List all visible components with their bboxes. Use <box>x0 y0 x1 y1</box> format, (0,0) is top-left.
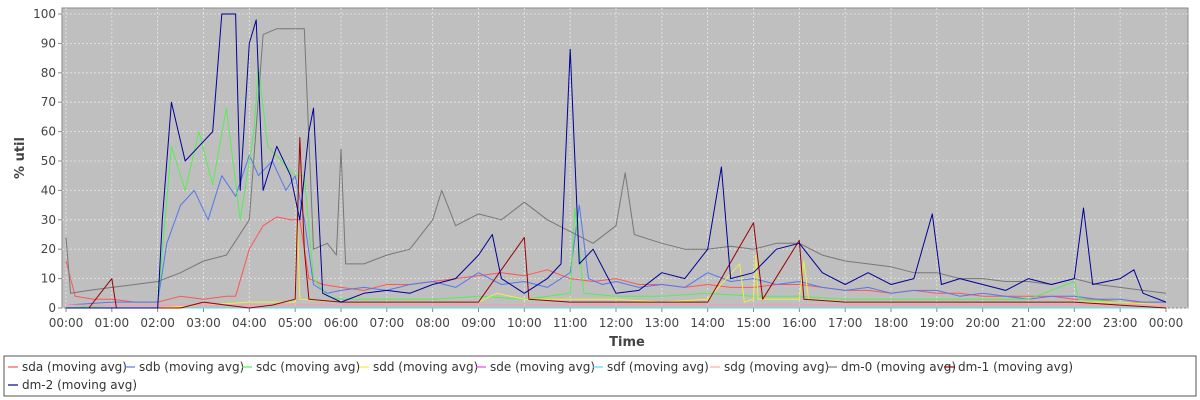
series-lines <box>65 13 1167 309</box>
legend-item-label: sdc (moving avg) <box>256 360 360 374</box>
x-tick-label: 18:00 <box>874 316 909 330</box>
legend-item-label: dm-0 (moving avg) <box>841 360 956 374</box>
x-tick-label: 00:00 <box>1149 316 1184 330</box>
grid-lines <box>62 8 1188 309</box>
x-tick-label: 03:00 <box>186 316 221 330</box>
x-tick-label: 19:00 <box>920 316 955 330</box>
x-tick-label: 16:00 <box>782 316 817 330</box>
y-tick-label: 90 <box>41 36 56 50</box>
legend-item-label: sdf (moving avg) <box>607 360 709 374</box>
x-tick-label: 02:00 <box>140 316 175 330</box>
x-tick-label: 12:00 <box>599 316 634 330</box>
x-tick-label: 07:00 <box>370 316 405 330</box>
x-tick-label: 00:00 <box>49 316 84 330</box>
x-tick-label: 23:00 <box>1103 316 1138 330</box>
series-line-sdc <box>65 66 1167 309</box>
y-tick-label: 40 <box>41 183 56 197</box>
x-tick-label: 05:00 <box>278 316 313 330</box>
x-tick-label: 10:00 <box>507 316 542 330</box>
legend-item-label: sda (moving avg) <box>22 360 127 374</box>
x-tick-label: 22:00 <box>1057 316 1092 330</box>
x-tick-label: 15:00 <box>736 316 771 330</box>
y-tick-label: 60 <box>41 125 56 139</box>
legend-item-label: sdg (moving avg) <box>724 360 829 374</box>
y-tick-label: 100 <box>33 7 56 21</box>
x-tick-label: 14:00 <box>690 316 725 330</box>
series-line-sda <box>65 216 1166 303</box>
x-tick-label: 17:00 <box>828 316 863 330</box>
x-tick-label: 20:00 <box>965 316 1000 330</box>
legend: sda (moving avg) sdb (moving avg) sdc (mov… <box>8 360 1073 392</box>
y-tick-label: 50 <box>41 154 56 168</box>
series-line-dm-0 <box>65 28 1167 294</box>
series-line-sdb <box>65 154 1166 306</box>
x-tick-label: 01:00 <box>95 316 130 330</box>
x-tick-label: 09:00 <box>461 316 496 330</box>
y-tick-label: 10 <box>41 272 56 286</box>
y-tick-label: 70 <box>41 95 56 109</box>
series-line-dm-1 <box>66 137 1167 309</box>
legend-item-label: sdb (moving avg) <box>139 360 244 374</box>
legend-box <box>3 355 1197 397</box>
legend-item-label: dm-2 (moving avg) <box>22 378 137 392</box>
x-tick-label: 04:00 <box>232 316 267 330</box>
x-tick-label: 13:00 <box>645 316 680 330</box>
legend-item-label: sde (moving avg) <box>490 360 595 374</box>
y-tick-label: 80 <box>41 66 56 80</box>
series-line-dm-2 <box>66 13 1167 309</box>
x-tick-label: 06:00 <box>324 316 359 330</box>
y-tick-label: 20 <box>41 242 56 256</box>
x-axis-title: Time <box>609 335 645 350</box>
legend-item-label: sdd (moving avg) <box>373 360 478 374</box>
x-tick-label: 11:00 <box>553 316 588 330</box>
x-tick-label: 21:00 <box>1011 316 1046 330</box>
x-tick-label: 08:00 <box>415 316 450 330</box>
y-tick-label: 0 <box>48 301 56 315</box>
x-axis: 00:00 01:00 02:00 03:00 04:00 05:00 06:00 07:00… <box>49 308 1184 330</box>
y-axis: 0 10 20 30 40 50 60 70 80 90 100 <box>33 7 62 315</box>
y-axis-title: % util <box>13 137 28 179</box>
y-tick-label: 30 <box>41 213 56 227</box>
legend-item-label: dm-1 (moving avg) <box>958 360 1073 374</box>
plot-area <box>61 7 1189 309</box>
